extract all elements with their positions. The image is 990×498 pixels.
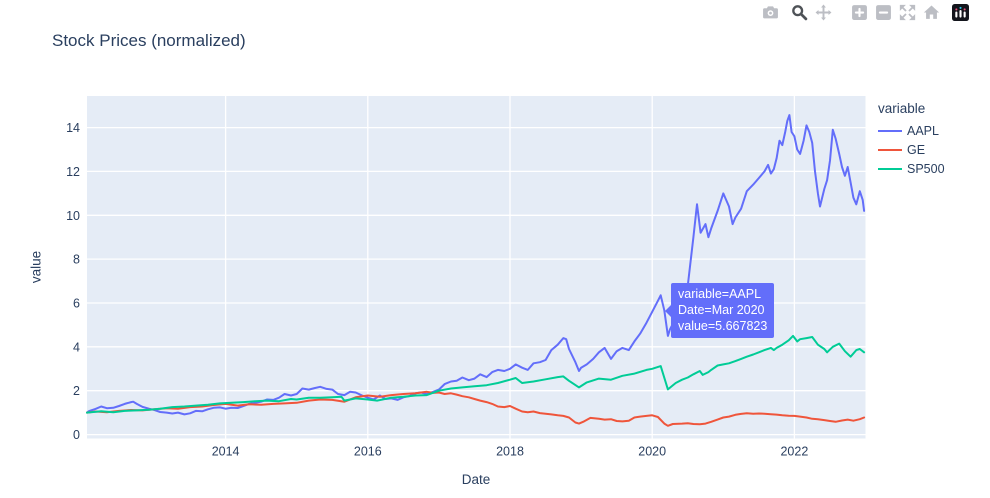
plotly-logo-icon[interactable]	[952, 4, 969, 21]
plot-area[interactable]	[87, 96, 866, 439]
legend-label: AAPL	[907, 123, 939, 138]
y-axis-title: value	[28, 250, 44, 284]
y-tick-label: 14	[66, 121, 80, 135]
reset-axes-icon[interactable]	[923, 4, 940, 21]
y-tick-label: 10	[66, 209, 80, 223]
zoom-in-icon[interactable]	[851, 4, 868, 21]
series-line-ge[interactable]	[86, 390, 866, 427]
pan-icon[interactable]	[815, 4, 832, 21]
legend-title: variable	[878, 101, 926, 116]
y-tick-label: 2	[73, 384, 80, 398]
modebar	[762, 4, 969, 21]
x-axis-title: Date	[461, 472, 491, 487]
x-tick-label: 2018	[496, 445, 524, 459]
legend-label: SP500	[907, 161, 945, 176]
zoom-out-icon[interactable]	[875, 4, 892, 21]
x-tick-label: 2020	[638, 445, 666, 459]
camera-icon[interactable]	[762, 4, 779, 21]
x-tick-label: 2014	[212, 445, 240, 459]
y-tick-label: 4	[73, 340, 80, 354]
legend: variable AAPL GE SP500	[878, 101, 945, 178]
y-tick-label: 0	[73, 428, 80, 442]
tooltip-line-value: value=5.667823	[678, 319, 768, 333]
y-tick-label: 6	[73, 297, 80, 311]
autoscale-icon[interactable]	[899, 4, 916, 21]
aapl-line-swatch-icon	[878, 129, 902, 132]
x-tick-label: 2016	[354, 445, 382, 459]
series-line-sp500[interactable]	[86, 334, 866, 414]
series-line-aapl[interactable]	[86, 114, 866, 416]
tooltip-line-variable: variable=AAPL	[678, 287, 762, 301]
legend-item-aapl[interactable]: AAPL	[878, 121, 945, 140]
y-tick-label: 12	[66, 165, 80, 179]
ge-line-swatch-icon	[878, 148, 902, 151]
x-tick-label: 2022	[780, 445, 808, 459]
chart-title: Stock Prices (normalized)	[52, 31, 246, 50]
legend-label: GE	[907, 142, 926, 157]
legend-item-ge[interactable]: GE	[878, 140, 945, 159]
sp500-line-swatch-icon	[878, 167, 902, 170]
y-tick-label: 8	[73, 253, 80, 267]
hover-tooltip: variable=AAPL Date=Mar 2020 value=5.6678…	[664, 283, 775, 338]
legend-item-sp500[interactable]: SP500	[878, 159, 945, 178]
zoom-icon[interactable]	[791, 4, 808, 21]
tooltip-line-date: Date=Mar 2020	[678, 303, 765, 317]
